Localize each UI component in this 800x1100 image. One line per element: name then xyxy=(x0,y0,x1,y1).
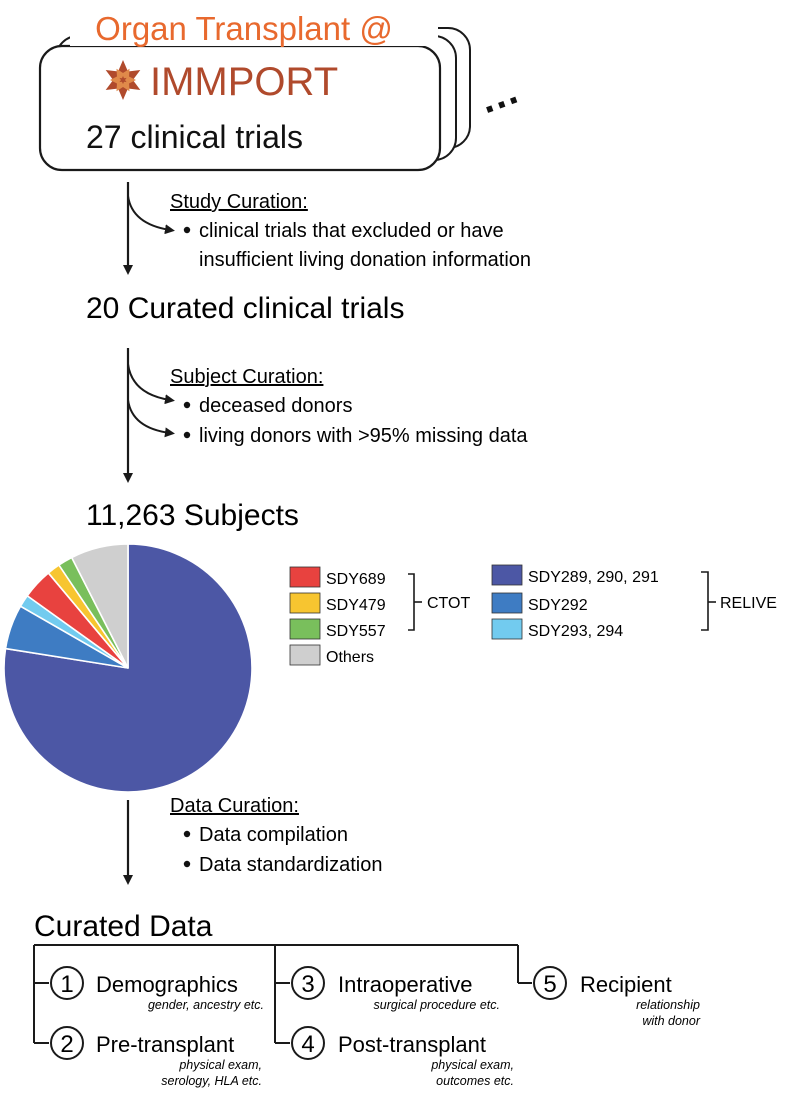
category-name: Demographics xyxy=(96,972,238,997)
category-name: Recipient xyxy=(580,972,672,997)
category-intraoperative: 3 Intraoperative surgical procedure etc. xyxy=(291,966,500,1012)
category-number: 1 xyxy=(60,971,73,998)
trials-count: 27 clinical trials xyxy=(86,119,303,155)
bullet-icon xyxy=(183,830,191,838)
category-name: Pre-transplant xyxy=(96,1032,234,1057)
category-desc: outcomes etc. xyxy=(436,1074,514,1088)
category-name: Intraoperative xyxy=(338,972,473,997)
subject-bullet-1: deceased donors xyxy=(199,395,352,417)
subject-curation-label: Subject Curation: xyxy=(170,366,323,388)
category-desc: relationship xyxy=(636,998,700,1012)
pie-chart xyxy=(3,543,253,793)
legend-swatch-sdy479 xyxy=(289,592,321,614)
category-desc: with donor xyxy=(642,1014,701,1028)
category-pre-transplant: 2 Pre-transplant physical exam, serology… xyxy=(50,1026,262,1088)
category-desc: surgical procedure etc. xyxy=(374,998,500,1012)
number-circle-icon xyxy=(50,966,84,1000)
category-number: 5 xyxy=(543,971,556,998)
ctot-bracket xyxy=(408,573,415,631)
category-number: 3 xyxy=(301,971,314,998)
curated-data-tree-lines xyxy=(33,944,532,1044)
legend-swatch-sdy289 xyxy=(491,564,523,586)
legend-swatch-sdy293 xyxy=(491,618,523,640)
study-bullet-2: insufficient living donation information xyxy=(199,249,531,271)
legend-swatch-sdy292 xyxy=(491,592,523,614)
number-circle-icon xyxy=(50,1026,84,1060)
bullet-icon xyxy=(183,401,191,409)
number-circle-icon xyxy=(533,966,567,1000)
legend-label-sdy479: SDY479 xyxy=(326,597,386,614)
branch-arrow-living xyxy=(127,399,175,438)
legend-label-sdy293: SDY293, 294 xyxy=(528,623,623,640)
bullet-icon xyxy=(183,860,191,868)
legend-label-others: Others xyxy=(326,649,374,666)
pie-legend: SDY689 SDY479 SDY557 Others CTOT SDY289,… xyxy=(289,564,777,666)
ellipsis-dots: … xyxy=(472,68,525,123)
immport-logo-icon xyxy=(105,60,141,100)
group-label-relive: RELIVE xyxy=(720,595,777,612)
legend-swatch-sdy689 xyxy=(289,566,321,588)
title-backdrop xyxy=(70,10,438,46)
relive-bracket xyxy=(701,571,709,631)
category-recipient: 5 Recipient relationship with donor xyxy=(533,966,701,1028)
legend-label-sdy689: SDY689 xyxy=(326,571,386,588)
immport-card-stack: Organ Transplant @ IMMPORT 27 clinical t… xyxy=(38,10,525,172)
study-curation-label: Study Curation: xyxy=(170,191,308,213)
branch-arrow-study xyxy=(127,195,175,235)
legend-swatch-others xyxy=(289,644,321,666)
number-circle-icon xyxy=(291,1026,325,1060)
category-desc: physical exam, xyxy=(178,1058,262,1072)
data-curation-label: Data Curation: xyxy=(170,795,299,817)
group-label-ctot: CTOT xyxy=(427,595,470,612)
category-post-transplant: 4 Post-transplant physical exam, outcome… xyxy=(291,1026,514,1088)
header-title: Organ Transplant @ xyxy=(95,10,393,47)
legend-label-sdy292: SDY292 xyxy=(528,597,588,614)
category-desc: gender, ancestry etc. xyxy=(148,998,264,1012)
number-circle-icon xyxy=(291,966,325,1000)
data-bullet-1: Data compilation xyxy=(199,824,348,846)
curated-trials-heading: 20 Curated clinical trials xyxy=(86,292,404,325)
subject-bullet-2: living donors with >95% missing data xyxy=(199,425,528,447)
category-name: Post-transplant xyxy=(338,1032,486,1057)
bullet-icon xyxy=(183,431,191,439)
legend-label-sdy289: SDY289, 290, 291 xyxy=(528,569,659,586)
study-bullet-1: clinical trials that excluded or have xyxy=(199,220,504,242)
curated-data-title: Curated Data xyxy=(34,910,213,943)
pie-slice-others xyxy=(70,543,129,669)
subjects-heading: 11,263 Subjects xyxy=(86,499,299,532)
legend-swatch-sdy557 xyxy=(289,618,321,640)
logo-wordmark: IMMPORT xyxy=(150,60,338,104)
category-demographics: 1 Demographics gender, ancestry etc. xyxy=(50,966,264,1012)
bullet-icon xyxy=(183,226,191,234)
category-number: 4 xyxy=(301,1031,314,1058)
data-bullet-2: Data standardization xyxy=(199,854,382,876)
category-desc: physical exam, xyxy=(430,1058,514,1072)
branch-arrow-deceased xyxy=(127,363,175,405)
category-desc: serology, HLA etc. xyxy=(161,1074,262,1088)
pie-slice-sdy289-290-291 xyxy=(3,543,253,793)
legend-label-sdy557: SDY557 xyxy=(326,623,386,640)
category-number: 2 xyxy=(60,1031,73,1058)
